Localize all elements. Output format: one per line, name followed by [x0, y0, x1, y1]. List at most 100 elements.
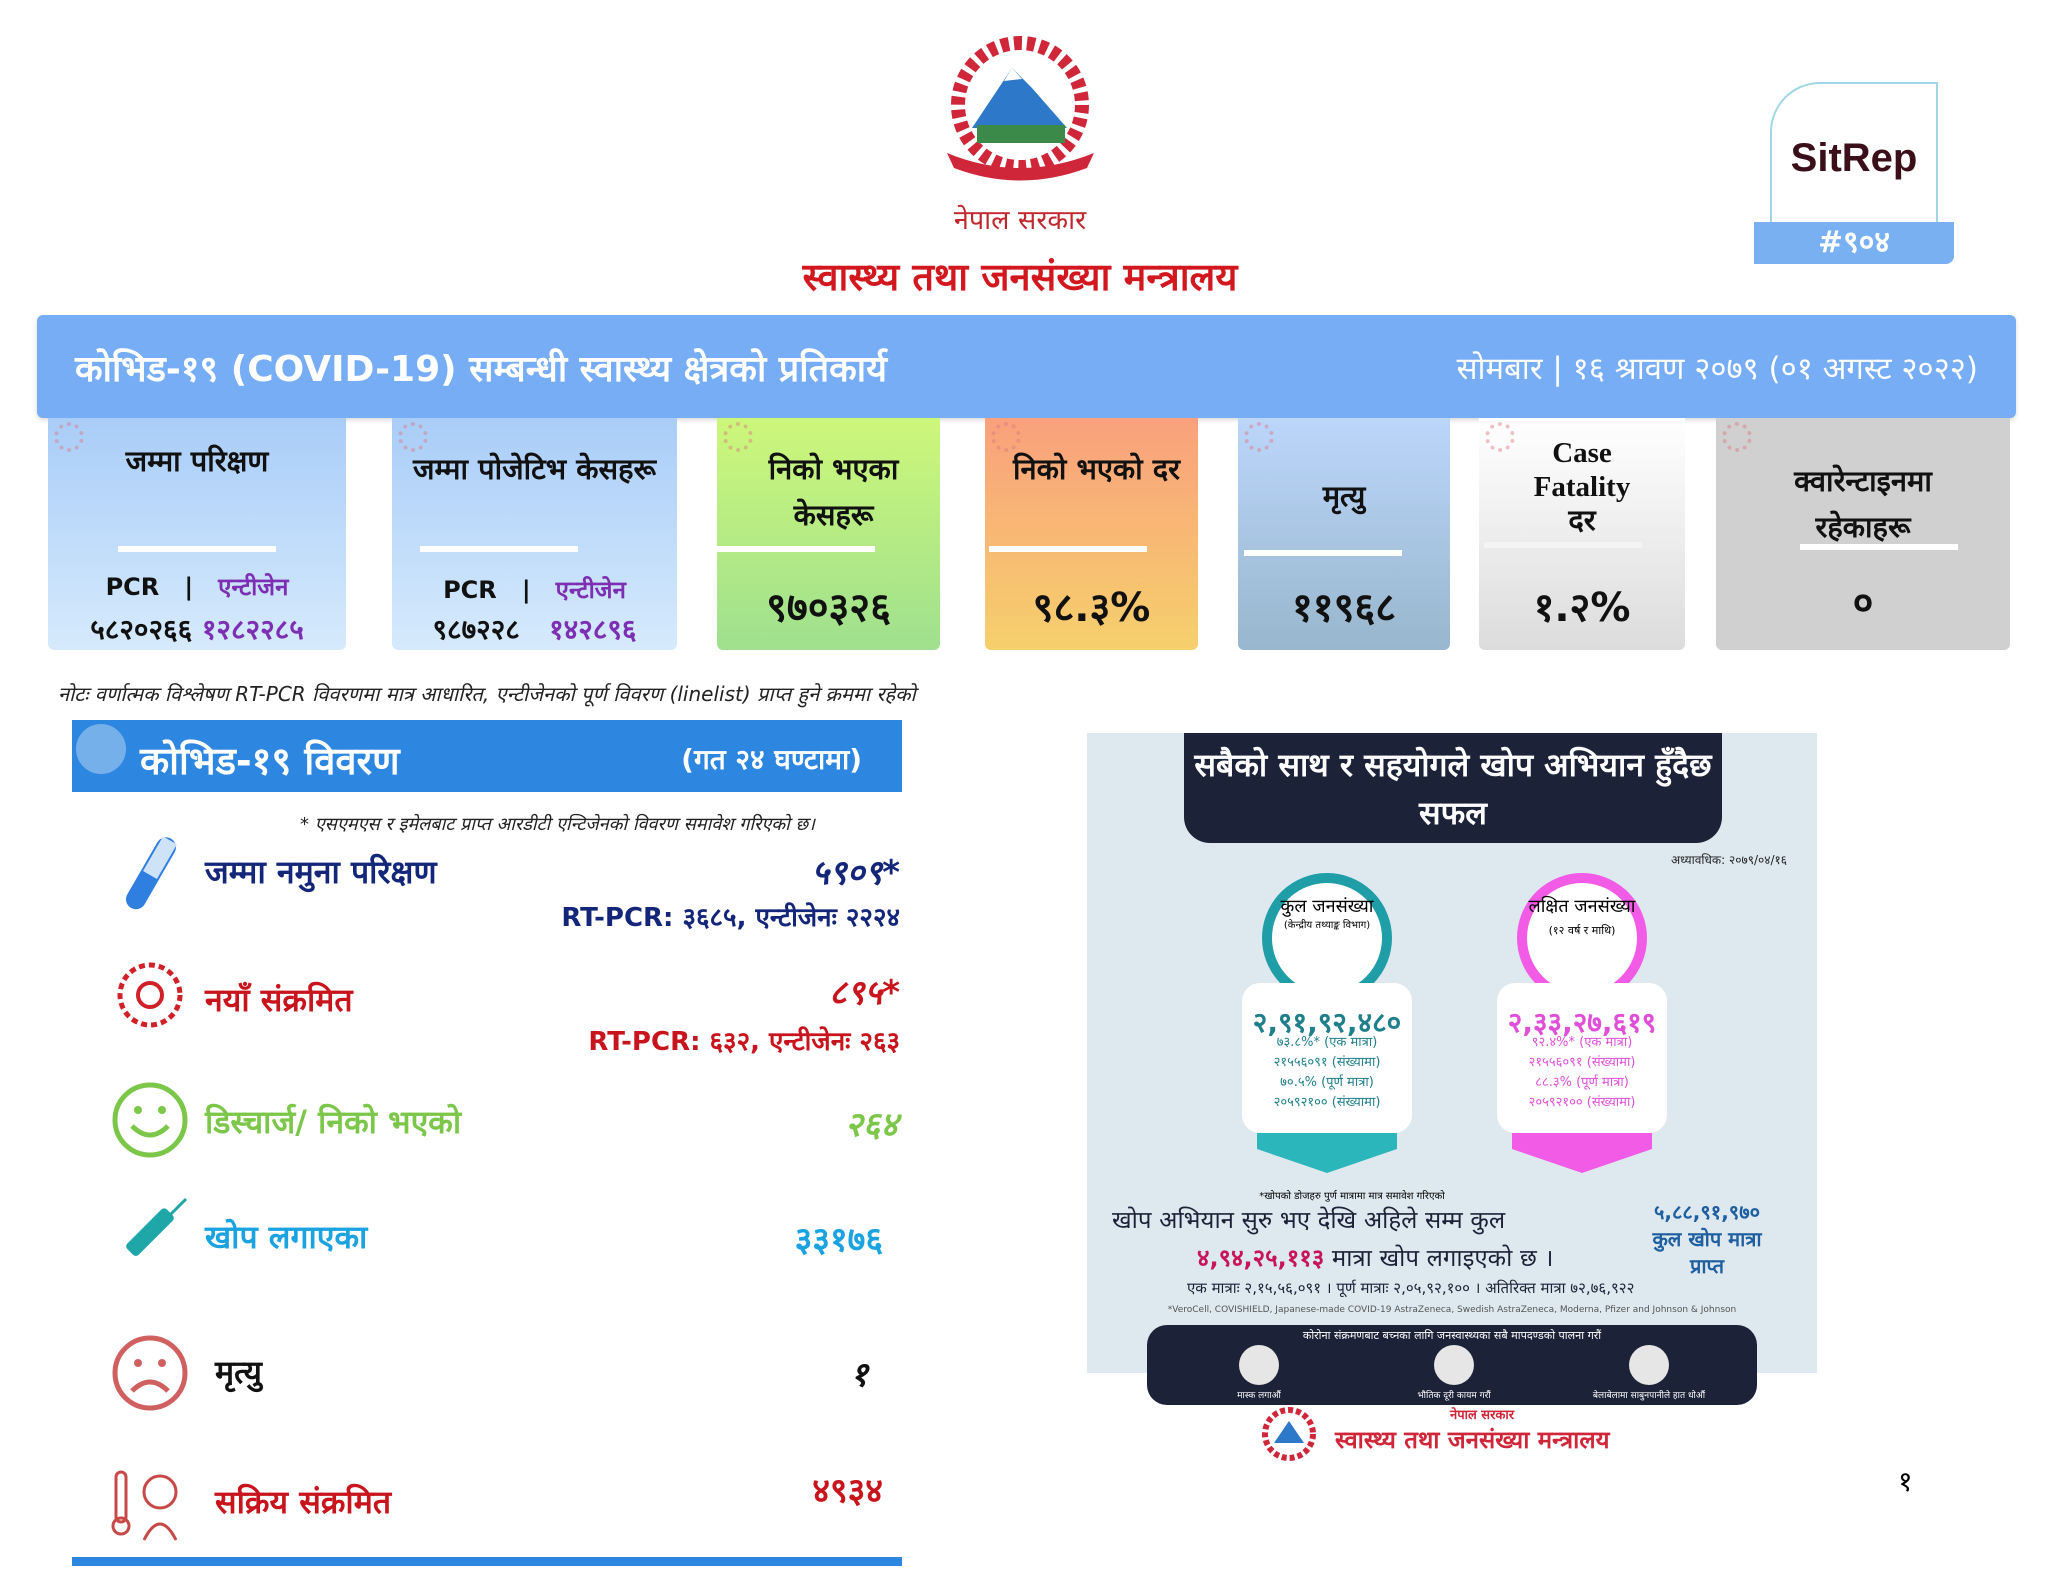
- card-value: ११९६८: [1292, 585, 1396, 631]
- tip-handwash: बेलाबेलामा साबुनपानीले हात धोऔं: [1592, 1391, 1706, 1401]
- virus-icon: [76, 724, 126, 774]
- ministry-title: स्वास्थ्य तथा जनसंख्या मन्त्रालय: [802, 255, 1238, 299]
- discharged-value: २६४: [844, 1105, 898, 1145]
- details-title: कोभिड-१९ विवरण: [140, 739, 400, 783]
- card-value: १.२%: [1533, 585, 1631, 631]
- target-population-label: लक्षित जनसंख्या: [1528, 896, 1636, 917]
- report-date: सोमबार | १६ श्रावण २०७९ (०१ अगस्ट २०२२): [1456, 351, 1978, 387]
- syringe-icon: [126, 1197, 188, 1256]
- details-footnote: * एसएमएस र इमेलबाट प्राप्त आरडीटी एन्टिज…: [300, 814, 815, 835]
- discharged-label: डिस्चार्ज/ निको भएको: [205, 1103, 462, 1141]
- active-cases-label: सक्रिय संक्रमित: [215, 1483, 392, 1521]
- total-full-dose-pct: ७०.५% (पूर्ण मात्रा): [1280, 1075, 1374, 1090]
- smiley-icon: [112, 1082, 188, 1158]
- details-subtitle: (गत २४ घण्टामा): [681, 743, 862, 776]
- target-one-dose-pct: ९२.४%* (एक मात्रा): [1531, 1035, 1633, 1050]
- vaccine-list: *VeroCell, COVISHIELD, Japanese-made COV…: [1167, 1305, 1737, 1315]
- card-recovered: निको भएका केसहरू ९७०३२६: [717, 418, 940, 650]
- separator: |: [521, 576, 531, 604]
- antigen-value: १४२८९६: [549, 613, 637, 646]
- target-full-dose-count: २०५९२१०० (संख्यामा): [1528, 1095, 1636, 1110]
- pcr-label: PCR: [105, 573, 160, 601]
- received-label: कुल खोप मात्रा प्राप्त: [1652, 1227, 1762, 1278]
- total-population-value: २,९१,९२,४८०: [1252, 1006, 1402, 1039]
- card-title: क्वारेन्टाइनमा रहेकाहरू: [1794, 464, 1932, 544]
- footer-ministry: स्वास्थ्य तथा जनसंख्या मन्त्रालय: [1335, 1426, 1610, 1454]
- card-value: ०: [1852, 580, 1874, 626]
- virus-icon: [398, 422, 428, 452]
- separator: |: [184, 573, 194, 601]
- tip-distance: भौतिक दूरी कायम गरौं: [1417, 1391, 1491, 1401]
- ministry-footer-logo: नेपाल सरकार स्वास्थ्य तथा जनसंख्या मन्त्…: [1260, 1405, 1680, 1465]
- total-samples-label: जम्मा नमुना परिक्षण: [205, 853, 437, 891]
- fever-person-icon: [111, 1470, 178, 1541]
- virus-icon: [723, 422, 753, 452]
- sitrep-number: #९०४: [1754, 222, 1954, 264]
- sitrep-badge: SitRep: [1770, 82, 1938, 232]
- total-one-dose-pct: ७३.८%* (एक मात्रा): [1276, 1035, 1378, 1050]
- distance-icon: [1434, 1345, 1474, 1385]
- virus-icon: [54, 422, 84, 452]
- card-title: निको भएको दर: [1012, 452, 1181, 486]
- total-full-dose-count: २०५९२१०० (संख्यामा): [1273, 1095, 1381, 1110]
- new-cases-label: नयाँ संक्रमित: [205, 981, 353, 1019]
- pcr-value: ९८७२२८: [432, 613, 520, 646]
- total-population-panel: कुल जनसंख्या (केन्द्रीय तथ्याङ्क विभाग) २…: [1242, 873, 1412, 1173]
- nepal-emblem-logo: [947, 36, 1094, 181]
- total-samples-breakdown: RT-PCR: ३६८५, एन्टीजेनः २२२४: [561, 903, 900, 933]
- title-band: कोभिड-१९ (COVID-19) सम्बन्धी स्वास्थ्य क…: [37, 315, 2016, 418]
- poster-updated: अध्यावधिक: २०७९/०४/१६: [1671, 853, 1787, 867]
- mask-icon: [1239, 1345, 1279, 1385]
- virus-cluster-icon: [117, 962, 183, 1028]
- sad-face-icon: [112, 1335, 188, 1411]
- card-case-fatality: Case Fatality दर १.२%: [1479, 418, 1685, 650]
- campaign-line2: मात्रा खोप लगाइएको छ ।: [1331, 1244, 1554, 1272]
- target-one-dose-count: २१५५६०९१ (संख्यामा): [1528, 1055, 1636, 1070]
- target-population-source: (१२ वर्ष र माथि): [1548, 924, 1616, 937]
- target-full-dose-pct: ८८.३% (पूर्ण मात्रा): [1535, 1075, 1629, 1090]
- data-note: नोटः वर्णात्मक विश्लेषण RT-PCR विवरणमा म…: [58, 682, 916, 706]
- divider: [72, 1557, 902, 1566]
- deaths-label: मृत्यु: [215, 1353, 262, 1391]
- government-label: नेपाल सरकार: [953, 205, 1087, 236]
- vaccination-poster: सबैको साथ र सहयोगले खोप अभियान हुँदैछ सफ…: [1087, 733, 1817, 1405]
- campaign-line1: खोप अभियान सुरु भए देखि अहिले सम्म कुल: [1112, 1206, 1506, 1234]
- page-number: १: [1898, 1465, 1913, 1498]
- poster-title: सबैको साथ र सहयोगले खोप अभियान हुँदैछ सफ…: [1184, 733, 1722, 843]
- new-cases-breakdown: RT-PCR: ६३२, एन्टीजेनः २६३: [588, 1027, 900, 1057]
- total-samples-value: ५९०९*: [811, 853, 900, 893]
- target-population-value: २,३३,२७,६१९: [1507, 1006, 1657, 1039]
- advice-text: कोरोना संक्रमणबाट बच्नका लागि जनस्वास्थ्…: [1302, 1329, 1602, 1342]
- antigen-label: एन्टीजेन: [555, 576, 626, 604]
- footer-government: नेपाल सरकार: [1450, 1408, 1515, 1423]
- active-cases-value: ४९३४: [812, 1471, 883, 1511]
- total-doses-value: ४,९४,२५,११३: [1197, 1244, 1325, 1272]
- virus-icon: [991, 422, 1021, 452]
- card-value: ९७०३२६: [766, 585, 891, 631]
- total-population-label: कुल जनसंख्या: [1280, 896, 1374, 917]
- card-recovery-rate: निको भएको दर ९८.३%: [985, 418, 1198, 650]
- total-population-source: (केन्द्रीय तथ्याङ्क विभाग): [1283, 920, 1371, 931]
- total-one-dose-count: २१५५६०९१ (संख्यामा): [1273, 1055, 1381, 1070]
- card-deaths: मृत्यु ११९६८: [1238, 418, 1450, 650]
- vaccinated-value: ३३१७६: [794, 1220, 883, 1260]
- card-title: मृत्यु: [1322, 479, 1366, 513]
- tip-mask: मास्क लगाऔं: [1237, 1391, 1281, 1401]
- antigen-value: १२८२२८५: [201, 613, 304, 646]
- card-title: जम्मा परिक्षण: [125, 444, 269, 478]
- card-value: ९८.३%: [1032, 585, 1151, 631]
- new-cases-value: ८९५*: [829, 973, 900, 1013]
- dose-breakdown: एक मात्राः २,१५,५६,०९१ । पूर्ण मात्राः २…: [1187, 1279, 1635, 1297]
- card-title: निको भएका केसहरू: [768, 452, 899, 532]
- virus-icon: [1244, 422, 1274, 452]
- deaths-value: १: [850, 1355, 868, 1395]
- received-value: ५,८८,९१,९७०: [1654, 1200, 1760, 1224]
- test-tube-icon: [126, 836, 177, 910]
- card-title: जम्मा पोजेटिभ केसहरू: [412, 452, 657, 486]
- advice-banner: कोरोना संक्रमणबाट बच्नका लागि जनस्वास्थ्…: [1147, 1325, 1757, 1405]
- target-population-panel: लक्षित जनसंख्या (१२ वर्ष र माथि) २,३३,२७,…: [1497, 873, 1667, 1173]
- nepal-emblem-small-icon: [1262, 1407, 1316, 1461]
- virus-icon: [1722, 422, 1752, 452]
- virus-icon: [1485, 422, 1515, 452]
- dose-note: *खोपको डोजहरु पुर्ण मात्रामा मात्र समावे…: [1259, 1191, 1445, 1202]
